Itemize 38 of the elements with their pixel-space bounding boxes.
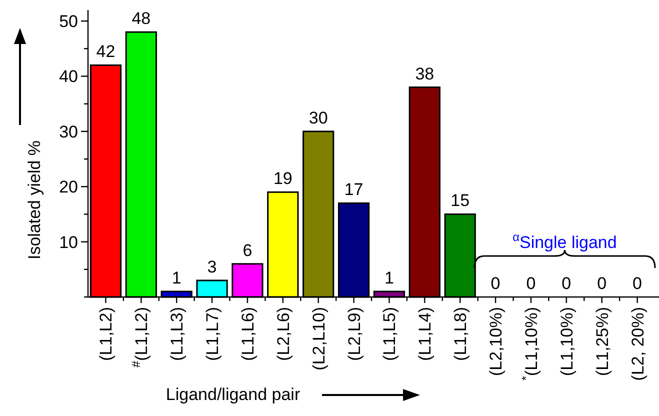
data-label: 38	[415, 64, 434, 84]
data-label: 0	[490, 274, 500, 293]
y-axis-title: Isolated yield %	[25, 140, 44, 260]
data-label: 42	[96, 42, 116, 62]
x-tick-label: (L1,10%)	[557, 307, 576, 376]
y-tick-label: 20	[59, 178, 78, 197]
data-label: 0	[597, 274, 607, 293]
data-label: 0	[632, 274, 642, 293]
x-tick-label: (L1,L3)	[168, 307, 187, 361]
y-tick-label: 50	[59, 12, 78, 31]
x-tick-label: (L1,L7)	[203, 307, 222, 361]
data-label: 19	[273, 169, 292, 188]
x-tick-label: (L1,L8)	[451, 307, 470, 361]
data-label: 1	[384, 268, 394, 288]
annotation: $^{α}$Single ligand	[512, 230, 617, 252]
data-label: 6	[242, 240, 252, 260]
x-tick-label: (L2,L9)	[344, 307, 364, 361]
data-label: 15	[450, 191, 470, 210]
x-tick-label: (L2,L6)	[274, 307, 293, 361]
x-tick-label: (L1,L5)	[380, 307, 400, 361]
y-tick-label: 30	[59, 122, 78, 142]
data-label: 0	[562, 274, 572, 293]
x-tick-label: (L2, 20%)	[628, 307, 648, 381]
x-tick-label: (L2,10%)	[486, 307, 506, 376]
data-label: 1	[172, 268, 182, 288]
x-tick-label: (L1,L6)	[238, 307, 258, 361]
x-axis-title: Ligand/ligand pair	[166, 385, 300, 404]
y-tick-label: 40	[59, 67, 78, 86]
x-tick-label: (L1,L2)	[96, 307, 116, 361]
x-tick-label: (L1,25%)	[592, 307, 612, 376]
x-tick-label: (L2,L10)	[309, 307, 328, 370]
y-tick-label: 10	[59, 232, 78, 252]
data-label: 48	[132, 9, 151, 28]
data-label: 30	[308, 108, 328, 128]
data-label: 3	[207, 257, 217, 276]
data-label: 17	[344, 180, 364, 200]
data-label: 0	[526, 274, 536, 293]
x-tick-label: (L1,L4)	[416, 307, 435, 361]
